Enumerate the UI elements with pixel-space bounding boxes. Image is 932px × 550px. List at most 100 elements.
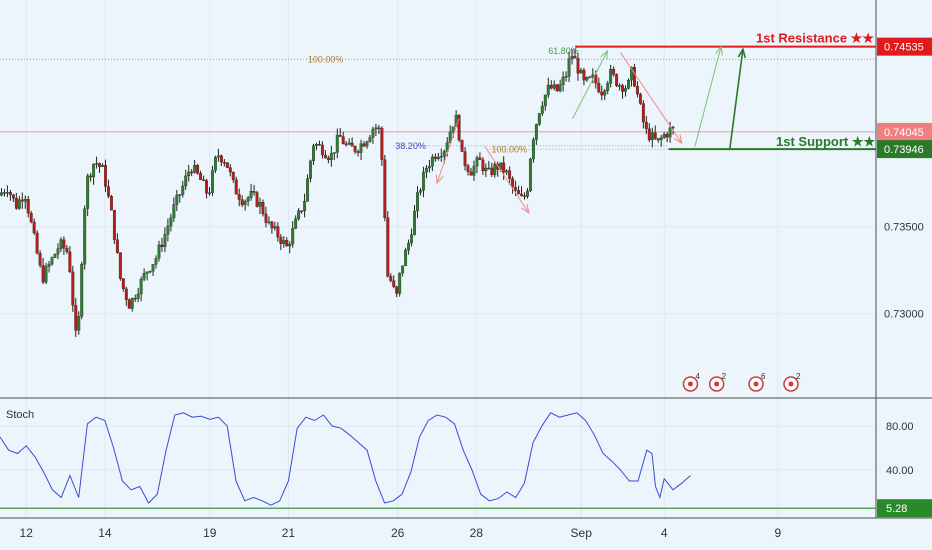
candle-body xyxy=(213,156,217,171)
time-tick-label: 26 xyxy=(391,526,405,540)
candle-body xyxy=(433,156,437,160)
candle-body xyxy=(487,167,491,170)
fibonacci-labels: 100.00% 38.20% 100.00% 61.80% xyxy=(0,46,876,154)
candle-body xyxy=(160,244,164,247)
candle-body xyxy=(101,165,104,167)
candle-body xyxy=(222,162,226,164)
candle-body xyxy=(543,94,547,107)
candle-body xyxy=(44,266,48,283)
stoch-level-label: 5.28 xyxy=(886,503,907,515)
candle-body xyxy=(656,138,660,141)
candle-body xyxy=(413,210,416,235)
candle-body xyxy=(20,199,24,202)
candle-body xyxy=(309,160,312,179)
candle-body xyxy=(193,165,197,173)
candle-body xyxy=(552,84,556,89)
candle-body xyxy=(202,179,206,181)
candle-body xyxy=(424,167,428,173)
candle-body xyxy=(74,305,78,331)
candle-body xyxy=(14,198,18,209)
candle-body xyxy=(148,270,152,273)
candle-body xyxy=(306,178,310,202)
arrow-green-main xyxy=(728,49,744,150)
candle-body xyxy=(457,115,461,141)
candle-body xyxy=(365,141,369,147)
candle-body xyxy=(650,132,654,141)
price-tag-label-support: 0.73946 xyxy=(884,144,924,156)
candle-body xyxy=(276,226,280,238)
candle-body xyxy=(107,186,110,197)
stoch-line xyxy=(0,412,691,506)
candle-body xyxy=(561,76,565,85)
candle-body xyxy=(300,210,304,212)
candle-body xyxy=(389,276,393,281)
candle-body xyxy=(416,192,419,212)
grid xyxy=(0,0,876,518)
candle-body xyxy=(65,248,69,252)
candle-body xyxy=(671,126,675,129)
candle-body xyxy=(653,132,657,139)
candle-body xyxy=(288,244,292,247)
candle-body xyxy=(199,173,203,180)
candle-body xyxy=(297,210,301,219)
candle-body xyxy=(475,157,479,167)
candle-body xyxy=(154,258,158,265)
candle-body xyxy=(267,221,271,224)
event-markers: 4 2 6 2 xyxy=(682,372,801,392)
candle-body xyxy=(371,128,375,138)
candle-body xyxy=(422,171,425,191)
candle-body xyxy=(659,137,663,141)
candle-body xyxy=(139,278,143,295)
candle-body xyxy=(514,187,518,191)
candle-body xyxy=(398,272,402,294)
event-marker-count: 2 xyxy=(722,372,727,381)
candle-body xyxy=(635,86,639,95)
candle-body xyxy=(338,135,342,137)
price-axis-tags: 0.73500 0.73000 0.74535 0.74045 0.73946 xyxy=(877,37,932,321)
candle-body xyxy=(427,166,431,169)
candle-body xyxy=(647,128,651,141)
fib-label: 100.00% xyxy=(308,54,344,64)
candle-body xyxy=(219,155,223,163)
candle-body xyxy=(603,90,607,96)
price-tag-label-resistance: 0.74535 xyxy=(884,42,924,54)
candle-body xyxy=(205,180,208,194)
candle-body xyxy=(234,179,238,195)
price-tick-label: 0.73500 xyxy=(884,222,924,234)
osc-tick-label: 80.00 xyxy=(886,421,914,433)
time-axis: 12 14 19 21 26 28 Sep 4 9 xyxy=(20,526,782,540)
candle-body xyxy=(523,195,526,197)
candle-body xyxy=(329,153,333,161)
candle-body xyxy=(323,154,327,159)
time-tick-label: 21 xyxy=(282,526,296,540)
candle-body xyxy=(362,143,366,147)
osc-tick-label: 40.00 xyxy=(886,465,914,477)
candle-body xyxy=(549,84,553,89)
candle-body xyxy=(315,144,318,146)
candle-body xyxy=(508,170,512,179)
candle-body xyxy=(240,199,244,206)
candle-body xyxy=(320,144,324,156)
candle-body xyxy=(436,156,440,160)
candle-body xyxy=(469,171,473,176)
candle-body xyxy=(430,156,434,167)
candle-body xyxy=(118,252,122,279)
candle-body xyxy=(157,244,161,259)
arrow-green xyxy=(572,50,608,120)
arrow-green-head xyxy=(600,49,609,60)
candle-body xyxy=(190,171,194,174)
candle-body xyxy=(344,143,348,146)
candle-body xyxy=(196,165,200,174)
candle-body xyxy=(145,271,149,274)
candle-body xyxy=(496,163,500,170)
candle-body xyxy=(62,239,66,249)
candle-body xyxy=(270,221,274,229)
time-tick-label: 12 xyxy=(20,526,34,540)
candle-body xyxy=(228,167,232,173)
candle-body xyxy=(520,193,523,196)
candle-body xyxy=(86,175,90,209)
candle-body xyxy=(38,252,42,266)
candle-body xyxy=(47,263,51,267)
candle-body xyxy=(142,273,146,280)
